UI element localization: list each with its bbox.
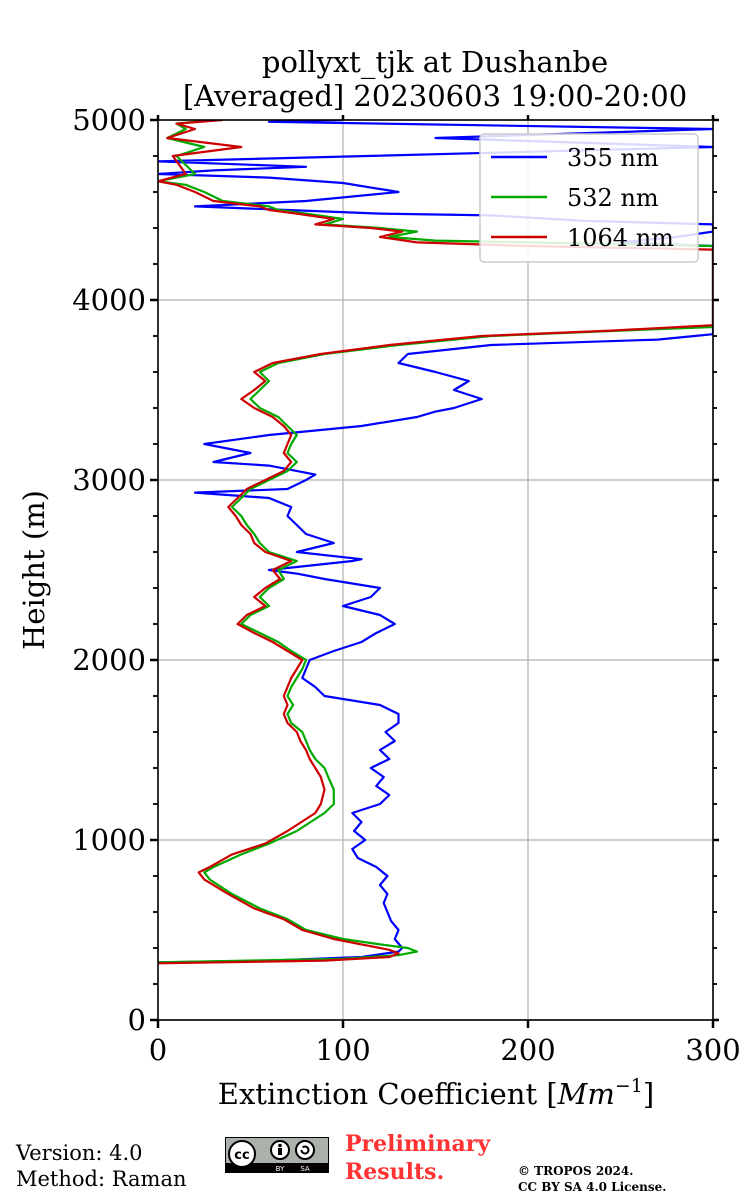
sa-icon bbox=[295, 1140, 315, 1160]
y-tick-label: 3000 bbox=[72, 463, 146, 497]
cc-icon bbox=[228, 1140, 256, 1168]
cc-license-badge: cc BY SA bbox=[225, 1137, 329, 1173]
x-axis-label-end: ] bbox=[643, 1077, 654, 1111]
by-label: BY bbox=[276, 1165, 285, 1173]
x-tick-label: 200 bbox=[500, 1033, 555, 1067]
y-tick-label: 2000 bbox=[72, 643, 146, 677]
x-axis-label: Extinction Coefficient [Mm−1] bbox=[218, 1075, 654, 1111]
legend-label-355-nm: 355 nm bbox=[567, 144, 659, 172]
preliminary-results-line2: Results. bbox=[345, 1159, 445, 1185]
chart-title-line1: pollyxt_tjk at Dushanbe bbox=[262, 45, 608, 80]
x-tick-label: 300 bbox=[685, 1033, 740, 1067]
legend-label-532-nm: 532 nm bbox=[567, 184, 659, 212]
x-tick-label: 100 bbox=[315, 1033, 370, 1067]
method-label: Method: Raman bbox=[16, 1167, 187, 1191]
series-line-1064-nm bbox=[158, 120, 713, 965]
y-tick-label: 5000 bbox=[72, 103, 146, 137]
x-axis-label-text: Extinction Coefficient [ bbox=[218, 1077, 558, 1111]
y-axis-label: Height (m) bbox=[17, 490, 51, 650]
copyright-line1: © TROPOS 2024. bbox=[518, 1164, 634, 1178]
preliminary-results-line1: Preliminary bbox=[345, 1131, 491, 1157]
chart-title-line2: [Averaged] 20230603 19:00-20:00 bbox=[183, 79, 687, 113]
sa-label: SA bbox=[300, 1165, 310, 1173]
x-axis-label-unit: Mm bbox=[557, 1077, 615, 1111]
plot-frame bbox=[157, 119, 714, 1021]
y-tick-label: 0 bbox=[128, 1003, 146, 1037]
legend-label-1064-nm: 1064 nm bbox=[567, 224, 674, 252]
cc-icon-label: cc bbox=[234, 1148, 249, 1163]
legend-box bbox=[479, 133, 699, 263]
axes bbox=[157, 119, 714, 1021]
copyright-line2: CC BY SA 4.0 License. bbox=[518, 1180, 667, 1194]
y-tick-label: 1000 bbox=[72, 823, 146, 857]
version-label: Version: 4.0 bbox=[16, 1141, 143, 1165]
legend: 355 nm 532 nm 1064 nm bbox=[479, 133, 699, 263]
y-tick-label: 4000 bbox=[72, 283, 146, 317]
x-axis-label-exp: −1 bbox=[615, 1075, 643, 1097]
x-tick-label: 0 bbox=[149, 1033, 167, 1067]
